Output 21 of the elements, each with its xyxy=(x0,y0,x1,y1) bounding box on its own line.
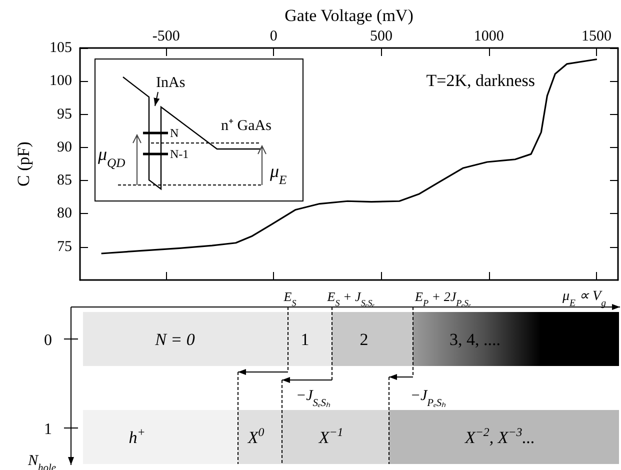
y-tick-label: 90 xyxy=(57,139,72,156)
annotation: n⁺ GaAs xyxy=(221,118,272,134)
annotation: T=2K, darkness xyxy=(426,71,535,90)
y-tick-label: 75 xyxy=(57,238,72,255)
y-tick-label: 80 xyxy=(57,206,72,222)
y-tick-label: 95 xyxy=(57,106,72,122)
annotation: μ$_{E}$ xyxy=(269,161,288,187)
annotation: N-1 xyxy=(170,147,189,161)
x-tick-label: 1000 xyxy=(474,28,504,44)
x-axis-title: Gate Voltage (mV) xyxy=(284,6,414,25)
annotation: InAs xyxy=(156,75,186,91)
annotation: μ$_{QD}$ xyxy=(97,144,126,170)
y-tick-label: 100 xyxy=(50,73,72,90)
y-tick-label: 105 xyxy=(50,40,72,56)
y-axis-title: C (pF) xyxy=(14,142,33,186)
x-tick-label: 500 xyxy=(370,28,393,44)
x-tick-label: -500 xyxy=(152,28,180,44)
x-tick-label: 1500 xyxy=(581,28,612,44)
y-tick-label: 85 xyxy=(57,172,72,189)
annotation: N xyxy=(170,126,179,140)
x-tick-label: 0 xyxy=(270,28,278,44)
